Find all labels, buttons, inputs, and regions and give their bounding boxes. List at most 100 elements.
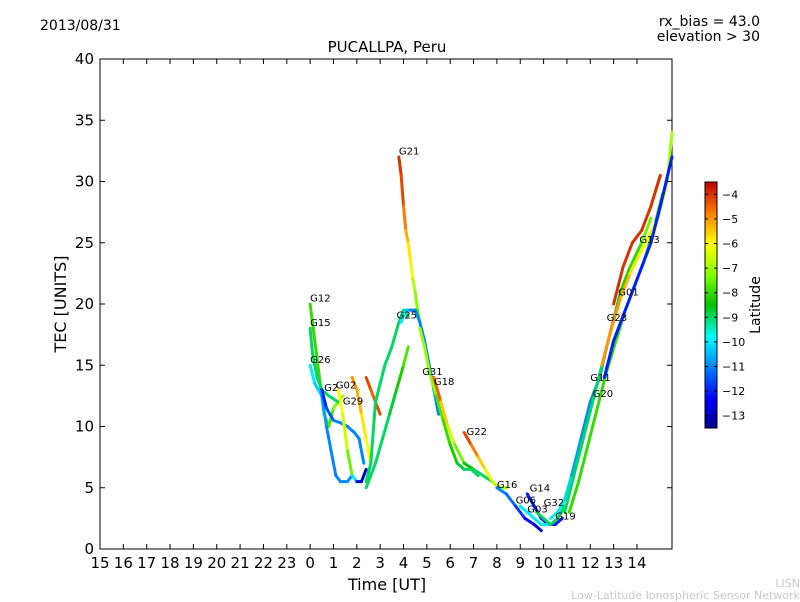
series-segment <box>329 449 338 477</box>
series-segment <box>439 400 450 428</box>
colorbar-label: Latitude <box>748 276 764 334</box>
x-tick-label: 12 <box>581 554 600 572</box>
y-tick-label: 15 <box>75 356 94 374</box>
x-tick-label: 7 <box>469 554 479 572</box>
series-segment <box>581 400 595 441</box>
y-axis-label: TEC [UNITS] <box>51 256 70 354</box>
series-segment <box>423 345 431 373</box>
series-segment <box>621 290 634 318</box>
series-segment <box>523 516 536 526</box>
x-tick-label: 15 <box>90 554 109 572</box>
series-g29 <box>350 376 373 465</box>
x-tick-label: 9 <box>515 554 525 572</box>
series-g22 <box>462 431 508 490</box>
credit-lisn: LISN <box>775 577 800 590</box>
satellite-label: G03 <box>527 504 547 515</box>
y-tick-label: 0 <box>84 540 94 558</box>
series-segment <box>345 449 354 477</box>
colorbar-tick-label: −13 <box>722 410 745 423</box>
series-segment <box>310 351 319 379</box>
x-tick-label: 4 <box>399 554 409 572</box>
series-segment <box>563 474 574 502</box>
series-segment <box>320 394 328 428</box>
series-segment <box>532 523 543 533</box>
series-segment <box>619 265 632 294</box>
satellite-label: G16 <box>497 480 517 491</box>
series-segment <box>472 467 485 477</box>
series-segment <box>359 412 368 441</box>
series-segment <box>364 461 377 490</box>
series-segment <box>324 406 335 422</box>
series-segment <box>621 241 634 269</box>
x-tick-label: 21 <box>231 554 250 572</box>
colorbar-tick-label: −8 <box>722 287 738 300</box>
chart-title: PUCALLPA, Peru <box>328 38 447 56</box>
plot-frame <box>99 58 673 550</box>
series-segment <box>308 327 314 355</box>
satellite-label: G29 <box>343 396 363 407</box>
satellite-label: G20 <box>593 389 613 400</box>
series-segment <box>364 437 370 453</box>
x-tick-label: 11 <box>557 554 576 572</box>
series-segment <box>308 363 317 386</box>
series-g02 <box>336 388 368 484</box>
series-segment <box>469 443 480 459</box>
series-segment <box>612 314 625 343</box>
x-tick-label: 13 <box>604 554 623 572</box>
series-segment <box>640 216 653 245</box>
series-segment <box>406 241 413 263</box>
series-segment <box>455 461 466 471</box>
series-segment <box>350 376 359 392</box>
series-segment <box>364 461 373 484</box>
x-tick-label: 18 <box>160 554 179 572</box>
series-segment <box>556 504 567 520</box>
series-segment <box>413 308 422 324</box>
x-tick-label: 6 <box>445 554 455 572</box>
series-segment <box>434 394 445 422</box>
series-segment <box>427 369 438 398</box>
satellite-label: G13 <box>639 235 659 246</box>
series-segment <box>483 467 494 484</box>
x-tick-label: 22 <box>254 554 273 572</box>
colorbar-tick-label: −4 <box>722 188 738 201</box>
satellite-label: G32 <box>544 498 564 509</box>
series-segment <box>532 516 543 526</box>
satellite-label: G26 <box>310 355 330 366</box>
series-segment <box>448 443 459 465</box>
series-segment <box>630 229 644 245</box>
series-segment <box>649 173 662 208</box>
series-segment <box>549 510 560 520</box>
series-segment <box>383 345 394 367</box>
series-segment <box>313 339 321 379</box>
series-segment <box>579 400 592 441</box>
satellite-label: G31 <box>422 367 442 378</box>
series-segment <box>612 265 625 306</box>
series-segment <box>441 418 452 447</box>
series-segment <box>411 278 417 294</box>
y-tick-label: 20 <box>75 295 94 313</box>
x-tick-label: 3 <box>375 554 385 572</box>
series-g31 <box>418 327 480 477</box>
satellite-label: G01 <box>618 287 638 298</box>
x-tick-label: 2 <box>352 554 362 572</box>
series-segment <box>395 363 406 392</box>
series-segment <box>402 204 408 232</box>
series-segment <box>525 510 536 520</box>
series-segment <box>476 455 487 471</box>
colorbar-tick-label: −5 <box>722 213 738 226</box>
series-segment <box>630 265 644 294</box>
series-segment <box>619 271 632 300</box>
colorbar-tick-label: −10 <box>722 336 745 349</box>
axes: 15 16 17 18 19 20 21 22 23 0 1 2 3 4 5 6 7 8 9 10 11 12 13 1405… <box>75 50 672 572</box>
series-segment <box>504 492 518 508</box>
colorbar-tick-label: −12 <box>722 385 745 398</box>
series-segment <box>462 431 473 447</box>
satellite-label: G15 <box>310 318 330 329</box>
x-tick-label: 16 <box>114 554 133 572</box>
x-tick-label: 10 <box>534 554 553 572</box>
series-segment <box>577 443 590 484</box>
series-g13 <box>612 173 662 306</box>
satellite-label: G23 <box>607 313 627 324</box>
x-tick-label: 20 <box>207 554 226 572</box>
